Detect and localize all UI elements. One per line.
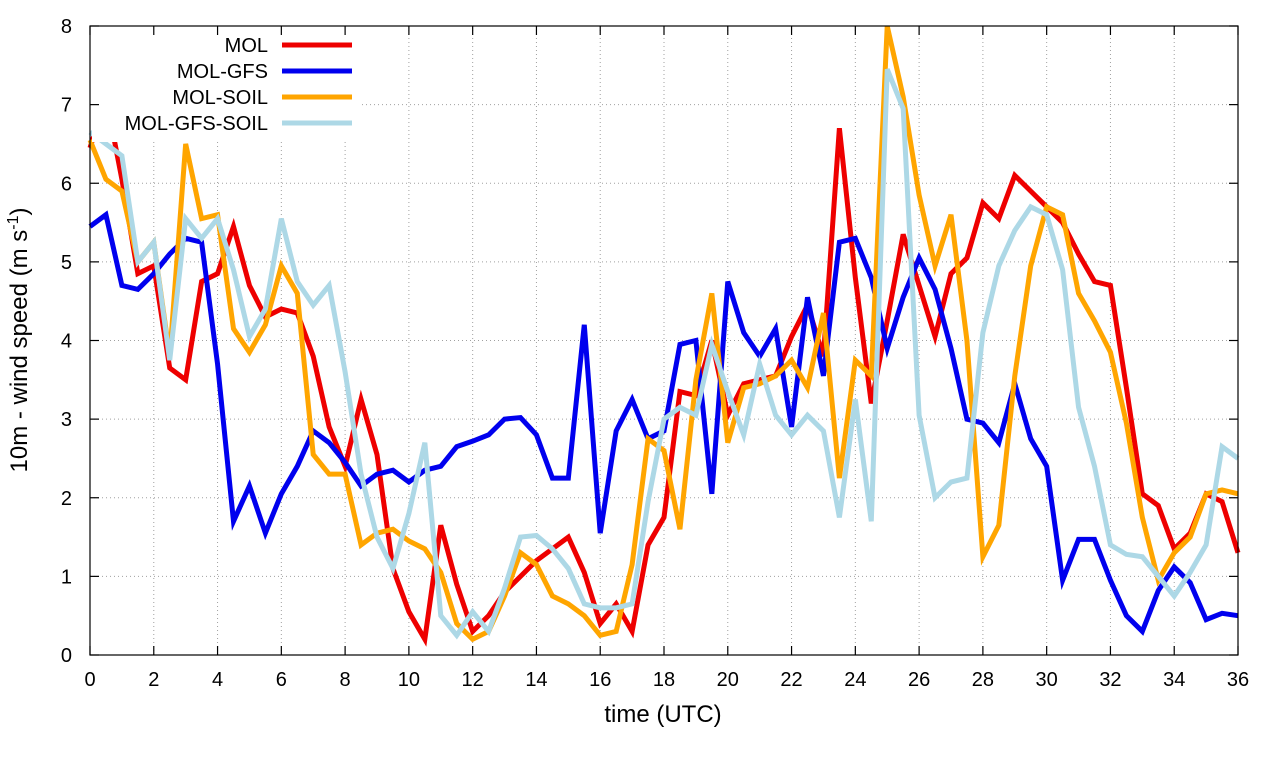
legend-label-mol-gfs: MOL-GFS xyxy=(177,61,268,83)
y-axis-title: 10m - wind speed (m s-1) xyxy=(5,208,33,473)
x-tick-label: 14 xyxy=(525,669,547,691)
x-tick-label: 34 xyxy=(1163,669,1185,691)
y-axis-title-close: ) xyxy=(6,208,33,216)
legend: MOL MOL-GFS MOL-SOIL MOL-GFS-SOIL xyxy=(125,35,352,135)
y-tick-label: 3 xyxy=(61,409,72,431)
y-tick-label: 1 xyxy=(61,566,72,588)
x-tick-label: 32 xyxy=(1099,669,1121,691)
x-tick-label: 8 xyxy=(340,669,351,691)
y-tick-labels: 0 1 2 3 4 5 6 7 8 xyxy=(61,16,72,667)
y-tick-label: 2 xyxy=(61,488,72,510)
x-tick-label: 28 xyxy=(972,669,994,691)
x-tick-label: 30 xyxy=(1036,669,1058,691)
series-line-mol-gfs-soil xyxy=(88,68,1240,640)
x-tick-label: 6 xyxy=(276,669,287,691)
x-tick-label: 24 xyxy=(844,669,866,691)
series-line-mol-soil xyxy=(87,25,1239,643)
legend-label-mol-gfs-soil: MOL-GFS-SOIL xyxy=(125,113,268,135)
x-tick-label: 36 xyxy=(1227,669,1249,691)
x-tick-label: 10 xyxy=(398,669,420,691)
y-tick-label: 5 xyxy=(61,252,72,274)
x-tick-label: 22 xyxy=(780,669,802,691)
legend-label-mol-soil: MOL-SOIL xyxy=(172,87,268,109)
x-axis-title: time (UTC) xyxy=(604,701,721,728)
x-tick-label: 26 xyxy=(908,669,930,691)
y-tick-label: 4 xyxy=(61,331,72,353)
x-tick-label: 16 xyxy=(589,669,611,691)
y-tick-label: 6 xyxy=(61,173,72,195)
legend-label-mol: MOL xyxy=(225,35,268,57)
axis-ticks xyxy=(89,25,1239,656)
x-tick-label: 18 xyxy=(653,669,675,691)
y-tick-label: 8 xyxy=(61,16,72,38)
x-tick-label: 4 xyxy=(212,669,223,691)
y-tick-label: 0 xyxy=(61,645,72,667)
y-tick-label: 7 xyxy=(61,95,72,117)
x-tick-label: 2 xyxy=(148,669,159,691)
x-tick-labels: 0 2 4 6 8 10 12 14 16 18 20 22 24 26 28 30 32 34 36 xyxy=(84,669,1249,691)
x-tick-label: 0 xyxy=(84,669,95,691)
x-tick-label: 20 xyxy=(717,669,739,691)
y-axis-title-superscript: -1 xyxy=(5,215,22,229)
y-axis-title-main: 10m - wind speed (m s xyxy=(6,230,33,473)
x-tick-label: 12 xyxy=(462,669,484,691)
series-layer xyxy=(87,25,1241,647)
